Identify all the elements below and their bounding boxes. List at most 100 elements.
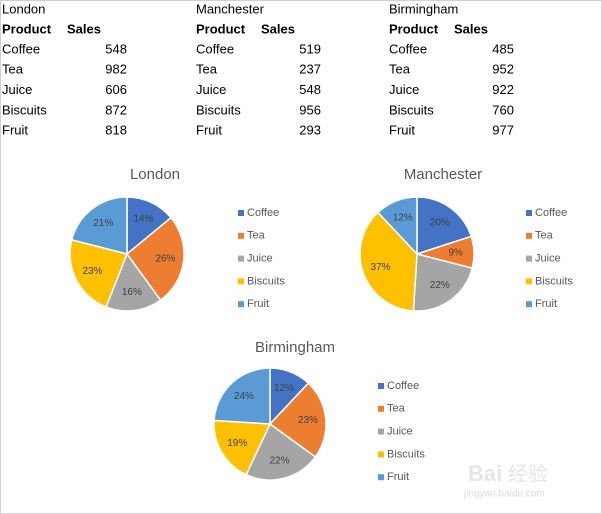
product-cell: Fruit <box>196 123 222 138</box>
data-label: 12% <box>274 383 294 394</box>
product-cell: Coffee <box>196 41 234 56</box>
pie-slice <box>213 419 272 476</box>
chart-title: Manchester <box>404 166 482 183</box>
table-title: Birmingham <box>389 1 458 16</box>
chart-title: London <box>130 166 180 183</box>
column-header: Product <box>196 21 246 36</box>
sales-cell: 237 <box>299 62 321 77</box>
chart-title: Birmingham <box>255 339 335 356</box>
legend-swatch <box>238 232 244 239</box>
legend-label: Juice <box>247 253 273 265</box>
pie-slice <box>213 367 271 425</box>
legend-swatch <box>238 301 244 308</box>
legend-label: Coffee <box>247 207 279 219</box>
product-cell: Juice <box>389 82 419 97</box>
product-cell: Tea <box>2 62 24 77</box>
watermark-text: 经验 <box>508 462 548 485</box>
legend-label: Tea <box>247 230 266 242</box>
legend-label: Fruit <box>387 471 409 483</box>
pie-slice <box>268 382 327 458</box>
legend-swatch <box>378 383 384 389</box>
sales-cell: 818 <box>105 123 127 138</box>
legend-label: Fruit <box>535 298 557 310</box>
legend-label: Coffee <box>387 380 419 392</box>
data-label: 14% <box>133 214 153 225</box>
product-cell: Biscuits <box>196 102 241 117</box>
pie-slice <box>69 238 129 308</box>
legend-label: Coffee <box>535 207 567 219</box>
sales-cell: 977 <box>492 123 514 138</box>
column-header: Product <box>2 21 52 36</box>
product-cell: Juice <box>196 82 226 97</box>
legend-label: Tea <box>535 230 554 242</box>
data-label: 12% <box>393 213 413 224</box>
column-header: Sales <box>454 21 488 36</box>
legend-swatch <box>378 474 384 481</box>
watermark-logo: Bai <box>468 461 502 486</box>
data-label: 22% <box>430 280 450 291</box>
data-label: 24% <box>234 391 254 402</box>
sales-cell: 548 <box>299 82 321 97</box>
data-label: 22% <box>269 456 289 467</box>
column-header: Sales <box>261 21 295 36</box>
legend-swatch <box>238 278 244 285</box>
product-cell: Juice <box>2 82 32 97</box>
sales-cell: 760 <box>492 102 514 117</box>
data-label: 19% <box>227 438 247 449</box>
data-label: 37% <box>371 262 391 273</box>
pie-slice <box>359 211 418 312</box>
sales-cell: 872 <box>105 102 127 117</box>
data-label: 23% <box>298 415 318 426</box>
legend-swatch <box>526 210 532 216</box>
product-cell: Coffee <box>389 41 427 56</box>
data-label: 20% <box>430 217 450 228</box>
product-cell: Fruit <box>389 123 415 138</box>
pie-slice <box>416 196 473 256</box>
legend-label: Biscuits <box>535 275 573 287</box>
legend-swatch <box>526 278 532 285</box>
column-header: Sales <box>67 21 101 36</box>
legend-label: Juice <box>387 426 413 438</box>
legend-swatch <box>378 451 384 458</box>
sales-cell: 922 <box>492 82 514 97</box>
column-header: Product <box>389 21 439 36</box>
legend-label: Fruit <box>247 298 269 310</box>
legend-swatch <box>526 232 532 239</box>
table-title: Manchester <box>196 1 265 16</box>
watermark-url: jingyan.baidu.com <box>463 489 545 500</box>
legend-swatch <box>526 255 532 262</box>
legend-swatch <box>238 255 244 262</box>
data-label: 23% <box>82 266 102 277</box>
pie-slice <box>125 216 185 302</box>
product-cell: Tea <box>389 62 411 77</box>
sales-cell: 548 <box>105 41 127 56</box>
product-cell: Biscuits <box>389 102 434 117</box>
product-cell: Biscuits <box>2 102 47 117</box>
legend-label: Tea <box>387 403 406 415</box>
legend-label: Biscuits <box>247 275 285 287</box>
data-label: 21% <box>93 218 113 229</box>
sales-cell: 952 <box>492 62 514 77</box>
sales-cell: 606 <box>105 82 127 97</box>
product-cell: Tea <box>196 62 218 77</box>
legend-swatch <box>526 301 532 308</box>
pie-slice <box>376 196 418 256</box>
sales-cell: 293 <box>299 123 321 138</box>
sales-cell: 982 <box>105 62 127 77</box>
pie-slice <box>105 252 162 312</box>
data-label: 9% <box>449 247 464 258</box>
data-label: 16% <box>122 287 142 298</box>
pie-slice <box>70 196 128 255</box>
pie-slice <box>412 253 474 312</box>
legend-label: Juice <box>535 253 561 265</box>
legend-swatch <box>378 428 384 435</box>
data-label: 26% <box>155 253 175 264</box>
legend-swatch <box>238 210 244 216</box>
legend-swatch <box>378 405 384 412</box>
product-cell: Fruit <box>2 123 28 138</box>
sales-cell: 519 <box>299 41 321 56</box>
table-title: London <box>2 1 45 16</box>
sales-cell: 485 <box>492 41 514 56</box>
sales-cell: 956 <box>299 102 321 117</box>
